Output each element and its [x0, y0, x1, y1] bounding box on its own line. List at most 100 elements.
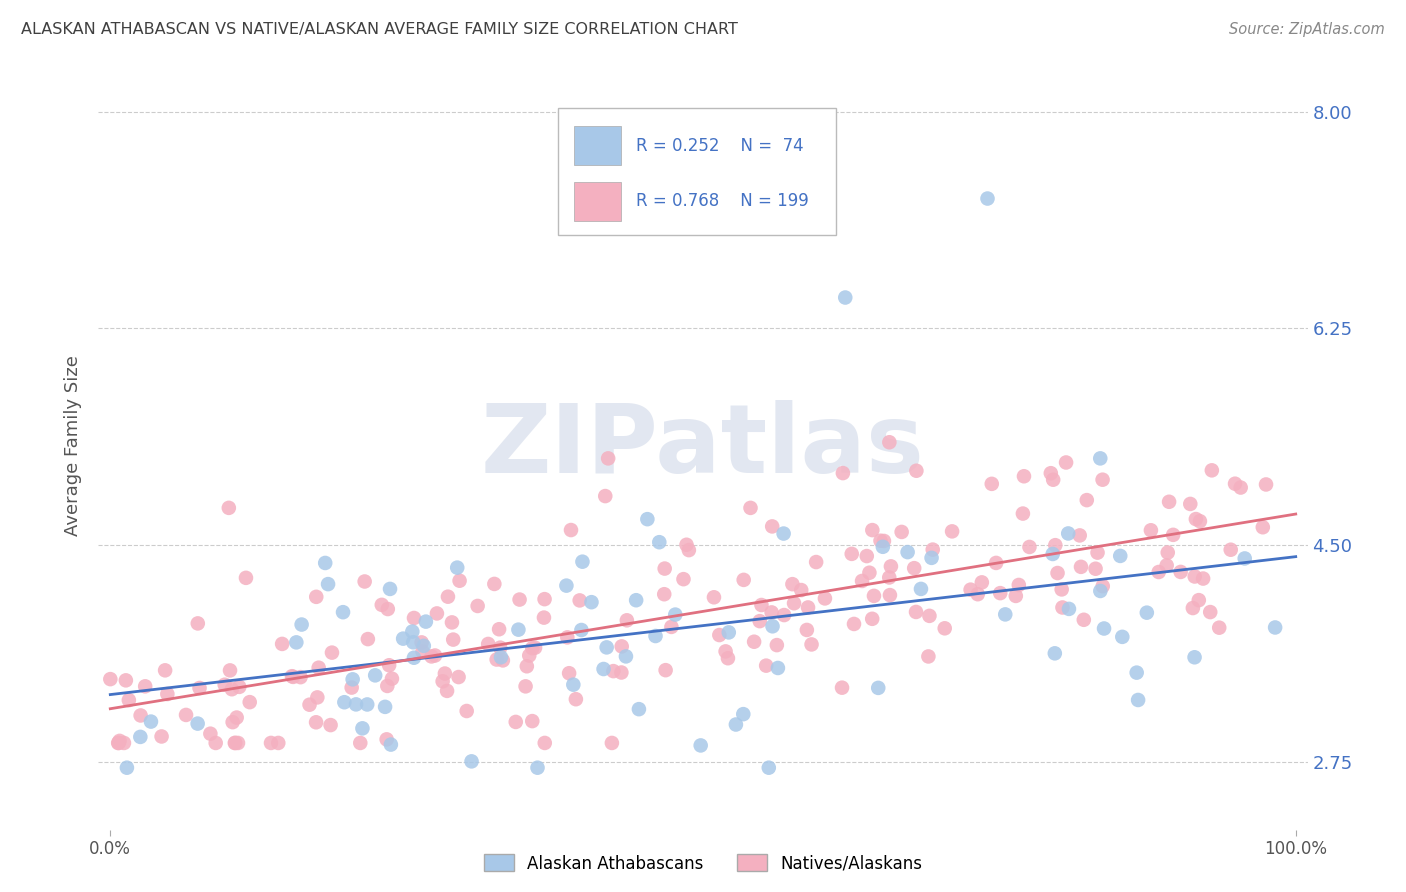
Point: [709, 628, 731, 642]
Point: [526, 761, 548, 775]
Point: [224, 736, 246, 750]
Point: [560, 523, 582, 537]
Point: [748, 614, 770, 628]
Point: [524, 640, 547, 655]
Point: [592, 662, 614, 676]
Point: [1087, 546, 1109, 560]
Point: [342, 673, 364, 687]
Point: [1208, 621, 1230, 635]
Point: [219, 664, 242, 678]
Point: [614, 649, 637, 664]
Text: Source: ZipAtlas.com: Source: ZipAtlas.com: [1229, 22, 1385, 37]
Point: [627, 702, 650, 716]
Point: [129, 730, 152, 744]
Point: [305, 715, 328, 730]
Point: [766, 638, 789, 652]
FancyBboxPatch shape: [574, 182, 621, 221]
Point: [654, 663, 676, 677]
Point: [533, 592, 555, 607]
Point: [357, 632, 380, 646]
Point: [107, 736, 129, 750]
Point: [841, 547, 863, 561]
Point: [903, 561, 925, 575]
Point: [834, 291, 856, 305]
Point: [484, 577, 506, 591]
Point: [460, 755, 482, 769]
Point: [392, 632, 415, 646]
Point: [661, 620, 683, 634]
Point: [188, 681, 211, 695]
Point: [1264, 620, 1286, 634]
Point: [1184, 569, 1206, 583]
Legend: Alaskan Athabascans, Natives/Alaskans: Alaskan Athabascans, Natives/Alaskans: [477, 847, 929, 880]
Point: [1223, 476, 1246, 491]
Point: [517, 648, 540, 663]
Point: [420, 649, 443, 664]
Point: [557, 631, 579, 645]
Point: [717, 625, 740, 640]
Point: [401, 624, 423, 639]
Point: [1161, 528, 1184, 542]
Point: [214, 678, 236, 692]
Point: [703, 591, 725, 605]
Point: [129, 708, 152, 723]
Point: [332, 605, 354, 619]
Point: [1057, 602, 1080, 616]
Point: [305, 590, 328, 604]
Point: [1018, 540, 1040, 554]
Point: [375, 732, 398, 747]
Point: [374, 699, 396, 714]
Point: [1070, 559, 1092, 574]
Point: [568, 593, 591, 607]
Point: [1012, 469, 1035, 483]
Point: [869, 533, 891, 548]
Point: [672, 572, 695, 586]
Point: [522, 714, 544, 728]
Point: [800, 637, 823, 651]
Point: [1043, 646, 1066, 660]
Point: [976, 192, 998, 206]
FancyBboxPatch shape: [558, 109, 837, 235]
Point: [533, 610, 555, 624]
Point: [485, 652, 508, 666]
Point: [98, 672, 121, 686]
Point: [814, 591, 837, 606]
Point: [375, 679, 398, 693]
Point: [664, 607, 686, 622]
Point: [314, 556, 336, 570]
Point: [689, 739, 711, 753]
Point: [724, 717, 747, 731]
Point: [260, 736, 283, 750]
Point: [773, 608, 796, 623]
Point: [1004, 589, 1026, 603]
Point: [905, 464, 928, 478]
Point: [555, 579, 578, 593]
Point: [516, 659, 538, 673]
Point: [988, 586, 1011, 600]
Point: [1184, 650, 1206, 665]
Text: ALASKAN ATHABASCAN VS NATIVE/ALASKAN AVERAGE FAMILY SIZE CORRELATION CHART: ALASKAN ATHABASCAN VS NATIVE/ALASKAN AVE…: [21, 22, 738, 37]
Point: [783, 596, 806, 610]
Point: [558, 666, 581, 681]
Point: [877, 570, 900, 584]
Point: [522, 641, 544, 656]
Point: [1126, 693, 1149, 707]
Point: [1092, 622, 1115, 636]
Point: [1057, 526, 1080, 541]
Point: [508, 623, 530, 637]
Point: [858, 566, 880, 580]
Point: [761, 619, 783, 633]
Point: [440, 615, 463, 630]
Point: [139, 714, 162, 729]
Point: [1069, 528, 1091, 542]
Point: [1039, 466, 1062, 480]
Point: [1180, 497, 1202, 511]
Point: [1084, 562, 1107, 576]
Point: [1046, 566, 1069, 580]
Point: [402, 611, 425, 625]
Point: [831, 681, 853, 695]
Point: [598, 451, 620, 466]
Point: [1045, 538, 1067, 552]
Point: [456, 704, 478, 718]
Point: [1054, 455, 1077, 469]
